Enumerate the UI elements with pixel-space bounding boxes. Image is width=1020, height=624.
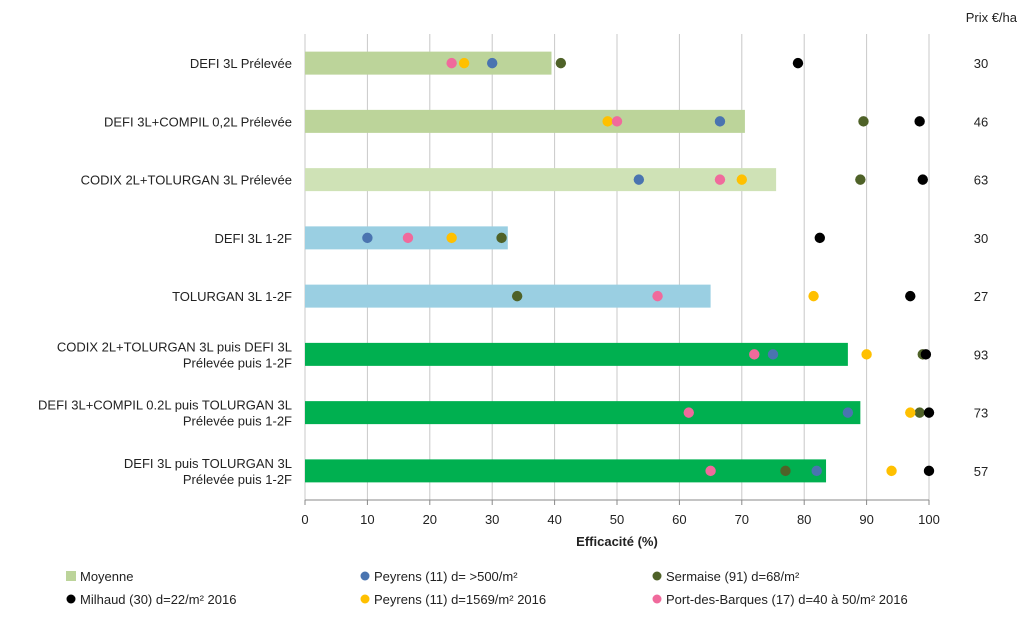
point-barques-7 [705, 465, 716, 477]
point-peyrens2016-2 [736, 174, 747, 185]
tick-label: 50 [610, 512, 624, 527]
category-label: Prélevée puis 1-2F [183, 472, 292, 487]
tick-label: 30 [485, 512, 499, 527]
point-barques-1 [611, 116, 623, 127]
point-milhaud-1 [914, 116, 925, 127]
category-label: Prélevée puis 1-2F [183, 414, 292, 429]
tick-label: 70 [735, 512, 749, 527]
category-label: CODIX 2L+TOLURGAN 3L Prélevée [81, 173, 292, 188]
tick-label: 40 [547, 512, 561, 527]
point-milhaud-6 [923, 407, 935, 418]
bar-mean-7 [305, 459, 827, 483]
category-label: Prélevée puis 1-2F [183, 355, 292, 370]
bar-mean-5 [305, 342, 848, 366]
point-peyrens-5 [767, 349, 779, 360]
prices: 30 46 63 30 27 93 73 57 [974, 56, 988, 479]
price-value: 93 [974, 347, 988, 362]
point-barques-5 [749, 349, 760, 360]
legend-marker-sermaise [652, 571, 662, 581]
tick-label: 60 [672, 512, 686, 527]
point-peyrens-3 [362, 232, 373, 244]
category-label: DEFI 3L 1-2F [214, 231, 292, 246]
legend-marker-peyrens [360, 571, 370, 581]
point-peyrens2016-3 [446, 232, 457, 244]
legend-entry-sermaise: Sermaise (91) d=68/m² [666, 569, 800, 584]
price-value: 63 [974, 173, 988, 188]
point-milhaud-3 [814, 232, 825, 244]
bar-mean-4 [305, 284, 711, 308]
legend-entry-barques: Port-des-Barques (17) d=40 à 50/m² 2016 [666, 592, 908, 607]
point-peyrens-6 [842, 407, 854, 418]
point-peyrens-2 [633, 174, 645, 185]
price-value: 27 [974, 289, 988, 304]
point-peyrens2016-4 [808, 290, 819, 302]
tick-label: 100 [918, 512, 940, 527]
bars [305, 51, 861, 483]
tick-label: 10 [360, 512, 374, 527]
price-header: Prix €/ha [966, 10, 1018, 25]
bar-mean-6 [305, 401, 861, 425]
legend-entry-peyrens: Peyrens (11) d= >500/m² [374, 569, 518, 584]
point-milhaud-5 [920, 349, 932, 360]
point-milhaud-4 [905, 290, 916, 302]
point-peyrens-0 [487, 57, 498, 69]
category-label: DEFI 3L+COMPIL 0.2L puis TOLURGAN 3L [38, 398, 292, 413]
tick-label: 80 [797, 512, 811, 527]
point-peyrens2016-0 [458, 57, 470, 69]
tick-label: 0 [301, 512, 308, 527]
price-value: 30 [974, 231, 988, 246]
point-sermaise-4 [511, 290, 523, 302]
point-barques-4 [652, 290, 663, 302]
point-milhaud-7 [923, 465, 935, 477]
category-label: TOLURGAN 3L 1-2F [172, 289, 292, 304]
tick-label: 90 [859, 512, 873, 527]
category-labels: DEFI 3L Prélevée DEFI 3L+COMPIL 0,2L Prél… [38, 56, 292, 487]
point-sermaise-2 [855, 174, 866, 185]
point-barques-3 [402, 232, 414, 244]
point-milhaud-0 [792, 57, 804, 69]
category-label: CODIX 2L+TOLURGAN 3L puis DEFI 3L [57, 339, 292, 354]
bar-mean-1 [305, 109, 745, 133]
x-axis-label: Efficacité (%) [576, 534, 658, 549]
category-label: DEFI 3L+COMPIL 0,2L Prélevée [104, 114, 292, 129]
point-peyrens2016-7 [886, 465, 897, 477]
point-peyrens-7 [811, 465, 822, 477]
tick-label: 20 [423, 512, 437, 527]
point-barques-0 [446, 57, 457, 69]
price-value: 73 [974, 406, 988, 421]
point-sermaise-0 [555, 57, 567, 69]
point-barques-6 [683, 407, 694, 418]
legend-entry-peyrens2016: Peyrens (11) d=1569/m² 2016 [374, 592, 546, 607]
legend-marker-mean [66, 571, 76, 581]
point-sermaise-3 [496, 232, 507, 244]
bar-mean-2 [305, 168, 777, 192]
legend: Moyenne Peyrens (11) d= >500/m² Sermaise (… [66, 569, 908, 607]
legend-entry-milhaud: Milhaud (30) d=22/m² 2016 [80, 592, 236, 607]
legend-entry-mean: Moyenne [80, 569, 133, 584]
bar-mean-0 [305, 51, 552, 75]
price-value: 30 [974, 56, 988, 71]
price-value: 57 [974, 464, 988, 479]
chart-grid [304, 34, 930, 500]
point-peyrens2016-6 [905, 407, 916, 418]
point-peyrens2016-5 [861, 349, 872, 360]
point-peyrens-1 [714, 116, 726, 127]
price-value: 46 [974, 114, 988, 129]
x-axis: 0 10 20 30 40 50 60 70 80 90 100 [301, 499, 940, 527]
points [362, 57, 935, 477]
point-barques-2 [714, 174, 726, 185]
legend-marker-barques [652, 594, 662, 604]
point-sermaise-7 [780, 465, 791, 477]
legend-marker-milhaud [66, 594, 76, 604]
point-milhaud-2 [917, 174, 928, 185]
point-sermaise-6 [914, 407, 925, 418]
point-sermaise-1 [858, 116, 869, 127]
category-label: DEFI 3L puis TOLURGAN 3L [124, 456, 292, 471]
legend-marker-peyrens2016 [360, 594, 370, 604]
point-peyrens2016-1 [602, 116, 613, 127]
category-label: DEFI 3L Prélevée [190, 56, 292, 71]
